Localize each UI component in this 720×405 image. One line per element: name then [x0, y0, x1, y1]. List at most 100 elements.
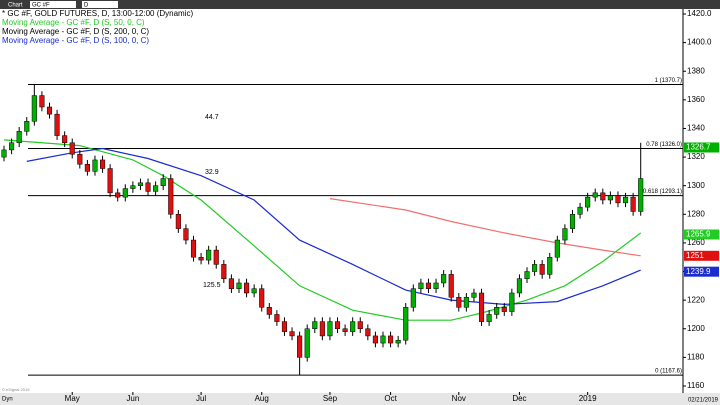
y-tick-label: 1160	[687, 381, 705, 390]
candle-body	[592, 192, 598, 198]
candle-body	[638, 178, 644, 212]
candle-body	[448, 274, 454, 298]
candle-body	[84, 163, 90, 172]
candle-body	[190, 239, 197, 258]
candle-body	[122, 188, 128, 198]
symbol-box[interactable]	[30, 1, 76, 8]
candle-body	[403, 307, 409, 341]
y-tick-label: 1320	[687, 152, 705, 161]
footer	[0, 393, 720, 405]
candle-body	[107, 168, 113, 194]
candle-body	[342, 328, 348, 332]
candle-body	[281, 321, 288, 332]
x-tick-label: Jul	[196, 394, 206, 403]
x-tick-label: May	[65, 394, 80, 403]
candle-body	[509, 292, 515, 312]
annotation: 32.9	[205, 169, 219, 176]
candle-body	[297, 335, 303, 358]
legend-entry: Moving Average - GC #F, D (S, 200, 0, C)	[2, 27, 149, 36]
level-label: 1 (1370.7)	[655, 78, 682, 84]
candle-body	[62, 135, 68, 144]
level-label: 0.78 (1326.0)	[646, 142, 682, 148]
candle-body	[630, 196, 636, 212]
candle-body	[365, 328, 371, 337]
mode[interactable]: Dyn	[2, 397, 13, 403]
level-label: 0 (1167.6)	[655, 369, 682, 375]
candle-body	[372, 335, 378, 344]
y-tick-label: 1220	[687, 295, 705, 304]
candle-body	[137, 182, 144, 186]
candle-body	[478, 292, 485, 322]
price-tag-label: 1251	[686, 251, 704, 260]
interval[interactable]: D	[84, 3, 89, 9]
candle-body	[206, 249, 212, 261]
level-label: 0.618 (1293.1)	[643, 189, 682, 195]
legend-entry: Moving Average - GC #F, D (S, 100, 0, C)	[2, 36, 149, 45]
x-tick-label: Jun	[126, 394, 139, 403]
candle-body	[274, 314, 280, 322]
candle-body	[228, 278, 234, 289]
candle-body	[585, 196, 591, 208]
candle-body	[153, 185, 159, 192]
candle-body	[1, 149, 7, 158]
annotation: 125.5	[203, 282, 221, 289]
candle-body	[395, 339, 401, 344]
candle-body	[388, 335, 394, 344]
price-tag	[684, 266, 719, 277]
candle-body	[183, 228, 189, 241]
candle-body	[494, 307, 500, 315]
y-tick-label: 1260	[687, 238, 705, 247]
chart-title: * GC #F, GOLD FUTURES, D, 13:00-12:00 (D…	[2, 9, 194, 18]
candle-body	[539, 264, 545, 275]
candle-body	[244, 282, 250, 294]
price-tag-label: 1265.9	[686, 230, 711, 239]
candle-body	[441, 274, 447, 284]
candle-body	[251, 288, 257, 294]
legend-entry: Moving Average - GC #F, D (S, 50, 0, C)	[2, 18, 145, 27]
y-tick-label: 1340	[687, 124, 705, 133]
candle-body	[547, 256, 553, 275]
candle-body	[31, 95, 37, 122]
moving-average	[3, 139, 642, 321]
interval-box[interactable]	[82, 1, 118, 8]
candle-body	[92, 159, 98, 172]
candle-body	[380, 335, 386, 344]
y-tick-label: 1300	[687, 181, 705, 190]
candle-body	[259, 288, 265, 308]
moving-average	[329, 198, 641, 257]
candle-body	[463, 297, 469, 308]
candle-body	[433, 282, 439, 289]
candle-body	[350, 321, 356, 332]
candle-body	[357, 321, 363, 330]
y-tick-label: 1360	[687, 95, 705, 104]
candle-body	[145, 182, 151, 192]
candle-body	[516, 278, 522, 294]
y-tick-label: 1420.0	[687, 9, 712, 18]
y-tick-label: 1200	[687, 324, 705, 333]
candle-body	[524, 271, 530, 279]
candle-body	[100, 159, 106, 169]
price-tag-label: 1326.7	[686, 143, 711, 152]
candle-body	[130, 185, 136, 189]
toolbar	[0, 0, 720, 9]
candle-body	[115, 192, 121, 198]
candle-body	[77, 153, 83, 165]
x-tick-label: Sep	[323, 394, 338, 403]
candle-body	[16, 131, 22, 144]
symbol[interactable]: GC #F	[32, 3, 50, 9]
candle-body	[266, 307, 272, 315]
candle-body	[198, 256, 204, 261]
candle-body	[501, 307, 507, 312]
date: 02/21/2019	[688, 398, 719, 404]
y-tick-label: 1180	[687, 352, 705, 361]
annotation: 44.7	[205, 114, 219, 121]
candle-body	[577, 206, 583, 215]
candle-body	[46, 106, 53, 115]
candle-body	[24, 121, 30, 132]
x-tick-label: 2019	[579, 394, 597, 403]
candle-body	[54, 113, 60, 136]
candle-body	[334, 321, 341, 330]
x-tick-label: Nov	[452, 394, 466, 403]
candle-body	[607, 195, 613, 201]
